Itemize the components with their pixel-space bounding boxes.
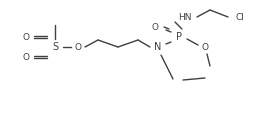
Text: O: O bbox=[74, 42, 81, 51]
Text: O: O bbox=[23, 53, 30, 61]
Text: Cl: Cl bbox=[236, 12, 244, 21]
Text: O: O bbox=[201, 42, 209, 51]
Text: O: O bbox=[151, 23, 159, 32]
Text: S: S bbox=[52, 42, 58, 52]
Text: HN: HN bbox=[178, 12, 192, 21]
Text: O: O bbox=[23, 32, 30, 42]
Text: N: N bbox=[154, 42, 162, 52]
Text: P: P bbox=[176, 32, 182, 42]
